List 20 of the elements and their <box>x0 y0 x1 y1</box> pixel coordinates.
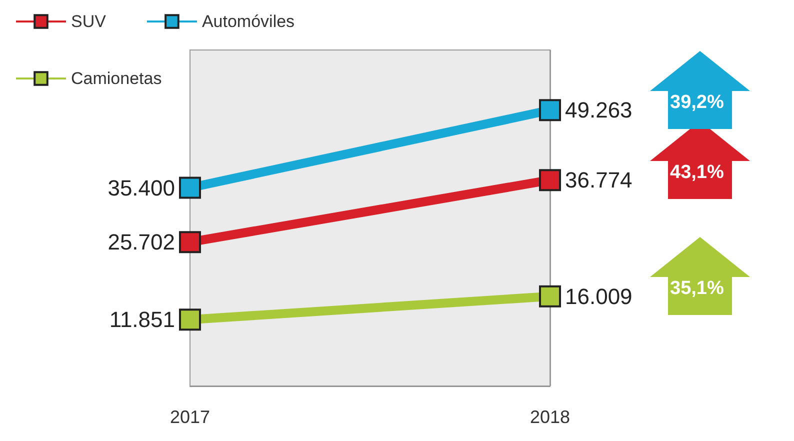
annotation: 35,1% <box>670 278 724 300</box>
legend-label: Automóviles <box>202 12 295 31</box>
point <box>179 308 201 331</box>
point <box>179 176 201 199</box>
point <box>179 231 201 254</box>
annotation: 43,1% <box>670 162 724 184</box>
x-tick-label: 2018 <box>530 407 570 427</box>
data-label: 49.263 <box>565 98 632 123</box>
data-label: 35.400 <box>108 175 175 200</box>
data-label: 16.009 <box>565 284 632 309</box>
data-label: 25.702 <box>108 230 175 255</box>
data-label: 36.774 <box>565 168 632 193</box>
annotation: 39,2% <box>670 92 724 114</box>
point <box>539 99 561 122</box>
data-label: 11.851 <box>109 307 175 332</box>
point <box>539 169 561 192</box>
point <box>539 285 561 308</box>
x-tick-label: 2017 <box>170 407 210 427</box>
legend-label: Camionetas <box>71 69 162 88</box>
legend-label: SUV <box>71 12 107 31</box>
